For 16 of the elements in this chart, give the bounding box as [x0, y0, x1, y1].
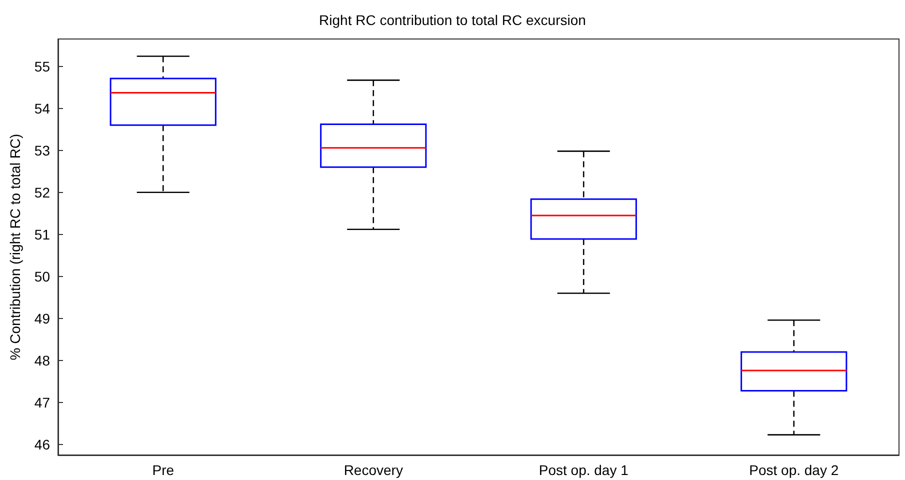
y-tick-label: 49 [34, 310, 50, 326]
x-tick-label: Pre [152, 462, 174, 478]
y-tick-label: 55 [34, 58, 50, 74]
y-tick-label: 47 [34, 394, 50, 410]
y-tick-label: 51 [34, 226, 50, 242]
chart-title: Right RC contribution to total RC excursion [319, 12, 586, 28]
x-tick-label: Recovery [344, 462, 403, 478]
y-tick-label: 53 [34, 142, 50, 158]
y-tick-label: 52 [34, 184, 50, 200]
y-tick-label: 48 [34, 352, 50, 368]
x-tick-label: Post op. day 2 [749, 462, 839, 478]
y-tick-label: 46 [34, 436, 50, 452]
y-tick-label: 50 [34, 268, 50, 284]
x-tick-label: Post op. day 1 [538, 462, 629, 478]
y-tick-label: 54 [34, 100, 50, 116]
y-axis-title: % Contribution (right RC to total RC) [7, 134, 23, 360]
